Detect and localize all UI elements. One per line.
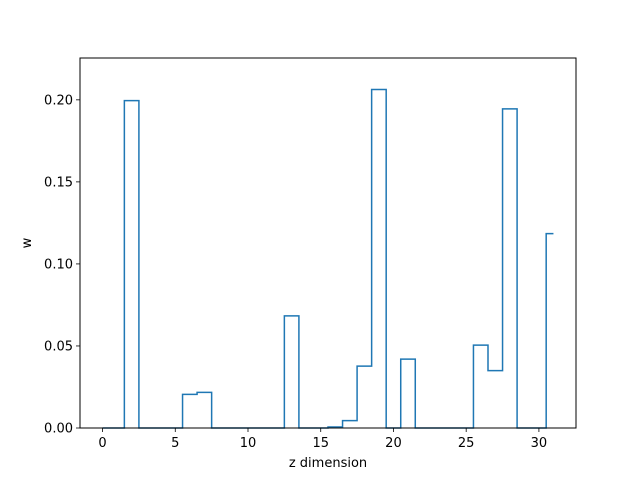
x-tick-label: 10 <box>240 436 257 451</box>
x-tick-label: 30 <box>531 436 548 451</box>
plot-area <box>102 88 554 429</box>
x-tick-label: 20 <box>385 436 402 451</box>
x-tick-label: 0 <box>98 436 106 451</box>
x-axis: 0 5 10 15 20 25 30 <box>98 428 547 451</box>
y-tick-label: 0.15 <box>44 175 73 190</box>
x-axis-label: z dimension <box>289 456 367 471</box>
y-axis: 0.00 0.05 0.10 0.15 0.20 <box>44 93 80 437</box>
x-tick-label: 25 <box>458 436 475 451</box>
axes-frame <box>79 57 577 429</box>
x-tick-label: 15 <box>312 436 329 451</box>
x-tick-label: 5 <box>171 436 179 451</box>
y-tick-label: 0.05 <box>44 339 73 354</box>
series-step-line <box>102 88 554 429</box>
y-tick-label: 0.00 <box>44 422 73 437</box>
y-tick-label: 0.10 <box>44 257 73 272</box>
y-axis-label: w <box>20 237 35 248</box>
y-tick-label: 0.20 <box>44 93 73 108</box>
